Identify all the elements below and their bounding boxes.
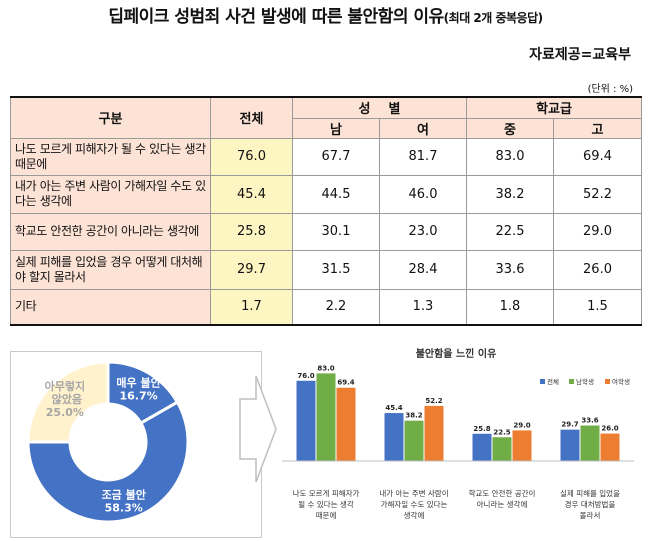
header-school: 학교급 [465,96,643,119]
cell-total: 76.0 [210,137,293,176]
bar-value-label: 76.0 [297,372,314,380]
bar [336,387,356,461]
donut-slice [26,360,110,444]
bar [580,425,600,461]
arrow-right-icon [239,375,277,483]
cell-female: 46.0 [379,174,467,214]
cell-middle: 83.0 [466,137,554,176]
cell-middle: 1.8 [466,288,554,326]
header-high: 고 [552,117,643,139]
bar-value-label: 83.0 [317,364,334,372]
bar [424,405,444,461]
unit-label: (단위 : %) [587,84,633,95]
cell-female: 28.4 [379,249,467,290]
cell-high: 1.5 [552,288,643,326]
header-total: 전체 [210,96,293,139]
table-row: 기타 1.7 2.2 1.3 1.8 1.5 [10,288,643,326]
legend-swatch [540,379,545,384]
donut-chart-panel: 매우 불안 16.7% 조금 불안 58.3% 아무렇지 않았음 25.0% [10,351,262,538]
cell-high: 29.0 [552,212,643,251]
cell-high: 26.0 [552,249,643,290]
cell-total: 25.8 [210,212,293,251]
bar-value-label: 38.2 [405,412,422,420]
results-table: 구분 전체 성 별 학교급 남 여 중 고 나도 모르게 피해자가 될 수 있다… [10,96,643,326]
bar-value-label: 33.6 [581,417,598,425]
cell-high: 52.2 [552,174,643,214]
category-label: 실제 피해를 입었을 경우 대처방법을 몰라서 [560,488,620,520]
header-female: 여 [379,117,467,139]
table-row: 실제 피해를 입었을 경우 어떻게 대처해야 할지 몰라서 29.7 31.5 … [10,249,643,290]
bar-value-label: 25.8 [473,425,490,433]
bar [560,429,580,461]
page-title: 딥페이크 성범죄 사건 발생에 따른 불안함의 이유(최대 2개 중복응답) [0,2,651,27]
donut-slice [26,400,190,524]
bar [472,433,492,461]
cell-male: 67.7 [292,137,380,176]
bar-value-label: 22.5 [493,428,510,436]
legend-swatch [569,379,574,384]
bar [492,437,512,461]
bar-value-label: 29.7 [561,421,578,429]
bar [296,380,316,461]
donut-slice-label: 조금 불안 58.3% [102,487,146,514]
cell-female: 1.3 [379,288,467,326]
row-label: 내가 아는 주변 사람이 가해자일 수도 있다는 생각에 [10,174,211,214]
category-label: 나도 모르게 피해자가 될 수 있다는 생각 때문에 [293,488,360,520]
donut-slice-label: 매우 불안 16.7% [116,376,160,403]
cell-female: 23.0 [379,212,467,251]
legend-label: 여학생 [612,377,630,386]
row-label: 나도 모르게 피해자가 될 수 있다는 생각 때문에 [10,137,211,176]
donut-chart: 매우 불안 16.7% 조금 불안 58.3% 아무렇지 않았음 25.0% [26,360,190,524]
header-male: 남 [292,117,380,139]
bar [384,413,404,461]
bar-value-label: 69.4 [337,379,354,387]
header-gender: 성 별 [292,96,467,119]
cell-male: 31.5 [292,249,380,290]
bar-chart-title: 불안함을 느낀 이유 [416,347,497,360]
category-label: 학교도 안전한 공간이 아니라는 생각에 [469,488,536,509]
legend-swatch [605,379,610,384]
cell-male: 2.2 [292,288,380,326]
header-category: 구분 [10,96,211,139]
row-label: 학교도 안전한 공간이 아니라는 생각에 [10,212,211,251]
bar [600,433,620,461]
table-row: 내가 아는 주변 사람이 가해자일 수도 있다는 생각에 45.4 44.5 4… [10,174,643,214]
cell-total: 1.7 [210,288,293,326]
bar-value-label: 45.4 [385,404,402,412]
bar-value-label: 29.0 [513,421,530,429]
cell-high: 69.4 [552,137,643,176]
cell-male: 30.1 [292,212,380,251]
row-label: 기타 [10,288,211,326]
page-title-text: 딥페이크 성범죄 사건 발생에 따른 불안함의 이유 [108,7,444,27]
bar [404,420,424,461]
bar-value-label: 52.2 [425,397,442,405]
bar [512,430,532,461]
table-row: 학교도 안전한 공간이 아니라는 생각에 25.8 30.1 23.0 22.5… [10,212,643,251]
cell-male: 44.5 [292,174,380,214]
donut-slice-label: 아무렇지 않았음 25.0% [45,379,85,419]
header-middle: 중 [466,117,554,139]
legend-label: 남학생 [576,377,594,386]
bar [316,373,336,461]
cell-total: 29.7 [210,249,293,290]
bar-value-label: 26.0 [601,425,618,433]
cell-middle: 38.2 [466,174,554,214]
category-label: 내가 아는 주변 사람이 가해자일 수도 있다는 생각에 [379,488,448,520]
cell-middle: 22.5 [466,212,554,251]
cell-total: 45.4 [210,174,293,214]
page-title-sub: (최대 2개 중복응답) [443,11,543,25]
legend-label: 전체 [547,377,559,386]
table-row: 나도 모르게 피해자가 될 수 있다는 생각 때문에 76.0 67.7 81.… [10,137,643,176]
source-credit: 자료제공=교육부 [529,47,631,63]
row-label: 실제 피해를 입었을 경우 어떻게 대처해야 할지 몰라서 [10,249,211,290]
cell-female: 81.7 [379,137,467,176]
cell-middle: 33.6 [466,249,554,290]
